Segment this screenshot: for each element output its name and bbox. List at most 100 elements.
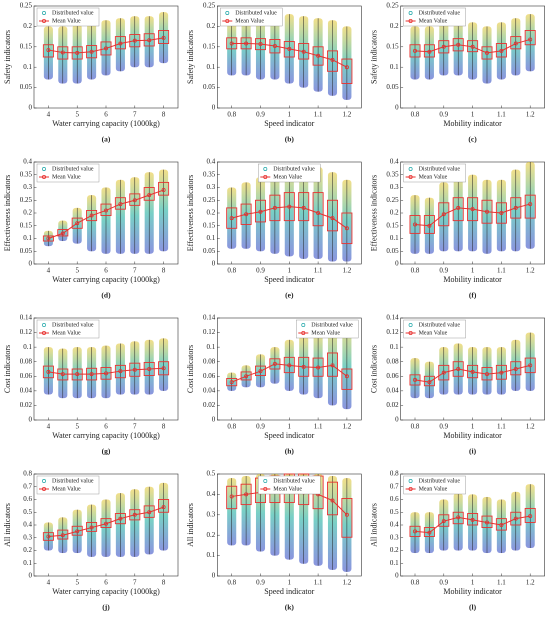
x-tick-label: 0.9 [439,267,448,275]
mean-line [48,367,164,375]
mean-point [470,369,475,374]
legend-marker [225,18,230,23]
y-tick-label: 0.1 [390,559,399,567]
x-axis-label: Speed indicator [264,431,314,440]
box [255,199,266,223]
box [409,374,421,386]
x-tick-label: 8 [162,579,166,587]
legend-box [258,163,321,183]
x-tick-label: 1.1 [497,111,506,119]
legend-box [296,319,359,339]
y-tick-label: 0.2 [207,22,216,30]
x-tick-label: 6 [104,579,108,587]
y-tick-label: 0.08 [386,357,399,365]
box [143,505,155,518]
mean-point [89,49,94,54]
y-tick-label: 0.4 [207,158,216,166]
x-tick-label: 0.8 [411,579,420,587]
panel-label: (l) [469,603,477,612]
mean-point [316,53,321,58]
y-tick-label: 0.02 [386,401,399,409]
mean-point [147,38,152,43]
mean-line [231,206,348,229]
legend-box [36,7,100,27]
x-axis-label: Mobility indicator [443,587,502,596]
legend-box [36,163,100,183]
box [269,358,281,370]
mean-line [48,506,164,537]
y-tick-label: 0.1 [23,343,32,351]
mean-point [412,222,417,227]
y-tick-label: 0.15 [20,42,33,50]
y-axis-label: Cost indicators [186,345,195,393]
x-tick-label: 7 [133,423,137,431]
mean-point [330,498,335,503]
legend-marker [225,11,230,15]
legend-label: Mean Value [419,330,448,336]
box [283,41,295,58]
mean-point [470,207,475,212]
mean-point [412,377,417,382]
box [86,209,98,222]
mean-point [287,46,292,51]
mean-point [244,41,249,46]
mean-point [456,515,461,520]
y-tick-label: 0.1 [207,63,216,71]
legend-label: Distributed value [52,10,94,16]
legend-label: Distributed value [273,166,315,172]
y-tick-label: 0.15 [203,42,216,50]
legend-label: Distributed value [311,322,353,328]
legend-label: Distributed value [52,166,94,172]
box [423,215,435,234]
x-tick-label: 4 [47,111,51,119]
panel: 0 0.05 0.1 0.15 0.2 0.25 0.8 0.9 1 1.1 1.2 Speed in… [186,2,362,144]
y-tick-label: 0.06 [386,372,399,380]
legend-marker [408,11,413,15]
box [158,181,170,196]
box [341,368,353,390]
legend-marker [42,479,46,483]
x-axis-label: Speed indicator [264,587,314,596]
mean-point [456,205,461,210]
x-tick-label: 8 [162,111,166,119]
x-tick-label: 1.2 [343,111,352,119]
legend-label: Distributed value [419,322,461,328]
box [57,529,69,540]
x-tick-label: 1 [471,423,475,431]
y-tick-label: 0.1 [207,343,216,351]
x-tick-label: 5 [75,267,79,275]
mean-point [456,366,461,371]
x-tick-label: 8 [162,423,166,431]
y-tick-label: 0.35 [203,170,216,178]
mean-point [301,364,306,369]
y-tick-label: 0.7 [390,482,399,490]
x-tick-label: 5 [75,579,79,587]
x-axis-label: Mobility indicator [443,275,502,284]
y-tick-label: 0 [29,260,33,268]
mean-line [231,43,348,68]
panel: 0 0.02 0.04 0.06 0.08 0.1 0.12 0.14 0.8 0.9 1 1.1 1.… [186,314,362,456]
box [114,197,126,210]
legend-marker [42,11,46,15]
x-tick-label: 1.2 [526,423,535,431]
box [524,507,536,523]
y-tick-label: 0.8 [23,470,32,478]
mean-point [499,523,504,528]
mean-point [484,372,489,377]
x-axis-label: Water carrying capacity (1000kg) [52,119,160,128]
mean-point [344,65,349,70]
mean-point [46,48,51,53]
y-tick-label: 0.25 [203,196,216,204]
mean-point [427,49,432,54]
box [158,499,170,513]
mean-point [316,365,321,370]
panel-label: (b) [285,135,295,144]
mean-point [229,380,234,385]
mean-point [287,363,292,368]
mean-point [499,210,504,215]
x-axis-label: Speed indicator [264,119,314,128]
y-tick-label: 0.05 [203,83,216,91]
legend-label: Distributed value [235,10,277,16]
mean-point [484,50,489,55]
